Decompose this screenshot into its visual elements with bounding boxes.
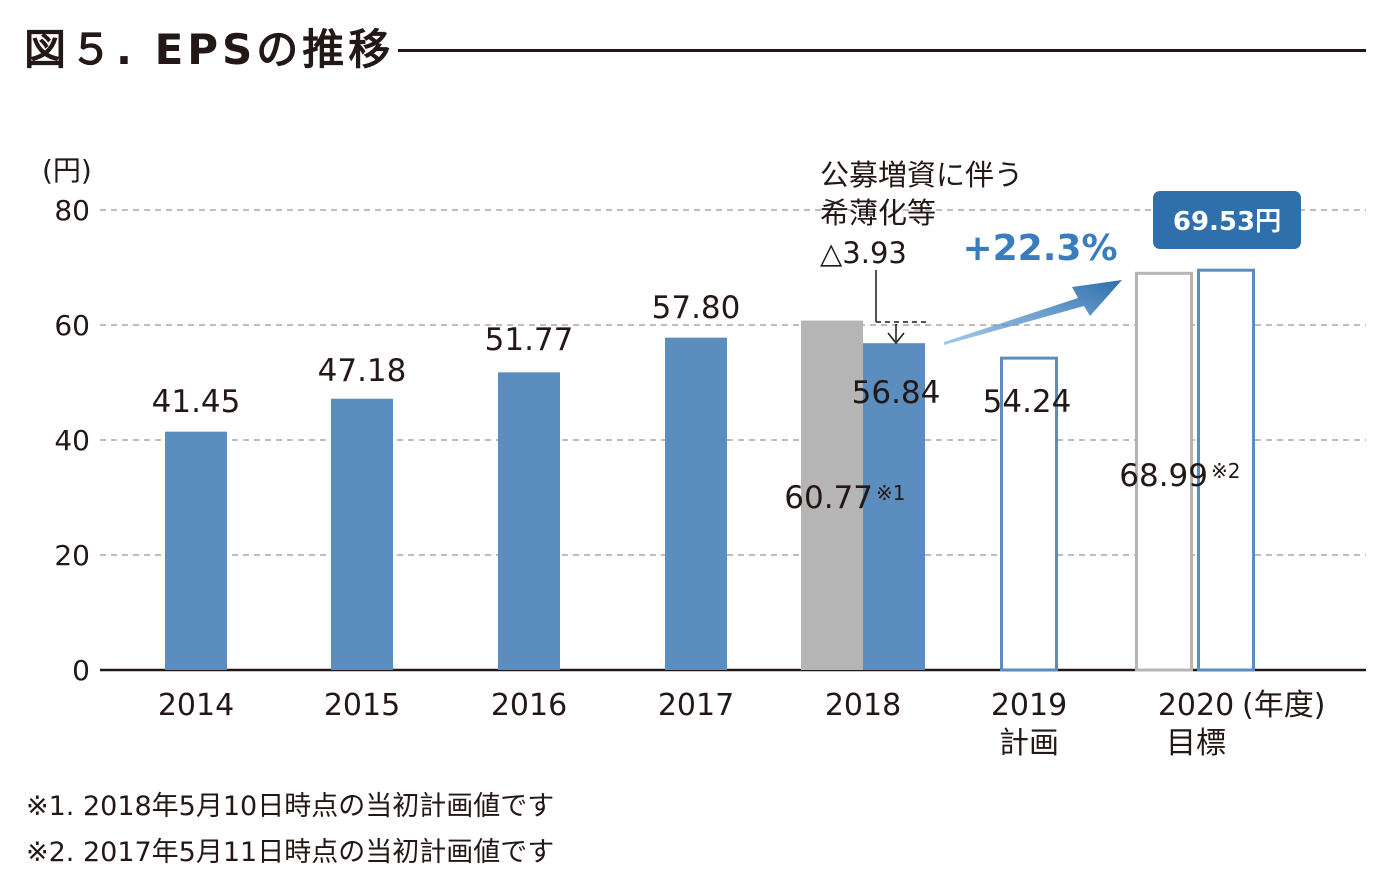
x-label-2014: 2014 (158, 688, 234, 723)
bar-2019-plan (1000, 356, 1058, 672)
y-tick-40: 40 (54, 424, 90, 457)
bar-2015 (331, 398, 393, 670)
target-badge (1153, 191, 1301, 249)
footnote-1: ※1. 2018年5月10日時点の当初計画値です (26, 791, 555, 822)
annotation-drop-arrowhead (887, 332, 905, 345)
x-label-2018: 2018 (825, 688, 901, 723)
x-label-2016: 2016 (491, 688, 567, 723)
footnote-mark-1: ※1 (876, 481, 905, 505)
x-label-2017: 2017 (658, 688, 734, 723)
value-label-2016: 51.77 (485, 322, 574, 358)
bar-2020-initial-plan (1135, 271, 1193, 672)
annotation-line-1: 公募増資に伴う (820, 158, 1023, 192)
y-tick-0: 0 (72, 654, 90, 687)
value-label-2018-initial-plan: 60.77 (784, 480, 873, 516)
value-label-2017: 57.80 (652, 290, 741, 326)
y-tick-60: 60 (54, 309, 90, 342)
value-label-2020-initial-plan: 68.99 (1119, 458, 1208, 494)
value-label-2014: 41.45 (152, 384, 241, 420)
bar-2018-actual (863, 343, 925, 670)
bar-2017 (665, 337, 727, 670)
footnote-2: ※2. 2017年5月11日時点の当初計画値です (26, 837, 555, 868)
y-axis-unit: (円) (42, 154, 92, 187)
growth-rate-label: +22.3% (962, 228, 1117, 269)
growth-arrow (944, 280, 1122, 345)
value-label-2019: 54.24 (983, 384, 1072, 420)
x-label-2020: 2020 (1158, 688, 1234, 723)
y-tick-20: 20 (54, 539, 90, 572)
bar-2020-target (1197, 268, 1255, 672)
x-label-2019: 2019 (991, 688, 1067, 723)
value-label-2020-target: 69.53円 (1173, 207, 1281, 237)
value-label-2018: 56.84 (852, 375, 941, 411)
footnote-mark-2: ※2 (1211, 459, 1240, 483)
x-sublabel-2020: 目標 (1166, 726, 1226, 761)
value-label-2015: 47.18 (318, 353, 407, 389)
title-rule (398, 49, 1366, 52)
bar-2016 (498, 372, 560, 670)
bar-2014 (165, 431, 227, 670)
x-sublabel-2019: 計画 (999, 726, 1059, 761)
chart-title: 図５. EPSの推移 (24, 25, 395, 74)
y-tick-80: 80 (54, 194, 90, 227)
annotation-line-3: △3.93 (820, 236, 907, 270)
x-axis-unit: (年度) (1242, 688, 1325, 723)
x-label-2015: 2015 (324, 688, 400, 723)
annotation-line-2: 希薄化等 (820, 196, 936, 230)
bar-2018-initial-plan (801, 320, 863, 670)
